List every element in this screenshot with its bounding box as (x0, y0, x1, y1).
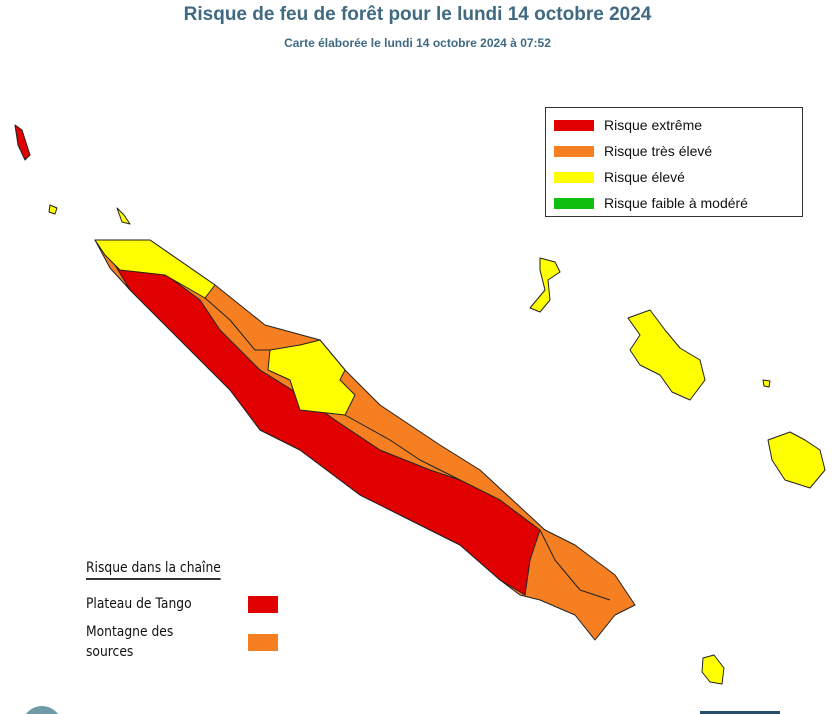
chain-label: Plateau de Tango (86, 596, 192, 612)
islet (762, 379, 771, 388)
legend-swatch (554, 197, 594, 209)
map-subtitle: Carte élaborée le lundi 14 octobre 2024 … (284, 36, 551, 50)
north-yellow-region (94, 239, 216, 299)
mare-island (767, 431, 826, 489)
region-border (204, 297, 270, 351)
chain-swatch (248, 633, 278, 651)
legend-label: Risque très élevé (604, 143, 713, 159)
risk-legend: Risque extrême Risque très élevé Risque … (545, 107, 803, 217)
main-island-red (114, 264, 541, 596)
legend-label: Risque extrême (604, 117, 703, 133)
legend-item-low: Risque faible à modéré (554, 190, 794, 216)
legend-item-high: Risque élevé (554, 164, 794, 190)
region-border (539, 529, 611, 601)
legend-swatch (554, 119, 594, 131)
chain-label: Montagne des sources (86, 624, 174, 660)
chain-risk-legend: Risque dans la chaîne Plateau de Tango M… (86, 560, 278, 670)
legend-swatch (554, 171, 594, 183)
legend-item-extreme: Risque extrême (554, 112, 794, 138)
region-border (344, 414, 461, 481)
chain-item-montagne: Montagne des sources (86, 622, 278, 662)
map-title: Risque de feu de forêt pour le lundi 14 … (183, 4, 652, 25)
logo-left (22, 706, 62, 714)
islet (48, 204, 58, 215)
legend-label: Risque faible à modéré (604, 195, 748, 211)
islet (116, 207, 131, 225)
lifou-island (627, 309, 706, 401)
chain-swatch (248, 595, 278, 613)
chain-title: Risque dans la chaîne (86, 560, 221, 580)
ouvea-island (529, 257, 561, 313)
logo-right (700, 711, 780, 714)
legend-swatch (554, 145, 594, 157)
belep-island (14, 124, 31, 161)
chain-item-plateau: Plateau de Tango (86, 594, 278, 614)
legend-item-very-high: Risque très élevé (554, 138, 794, 164)
legend-label: Risque élevé (604, 169, 685, 185)
isle-of-pines (701, 654, 725, 685)
central-yellow-region (267, 339, 356, 416)
